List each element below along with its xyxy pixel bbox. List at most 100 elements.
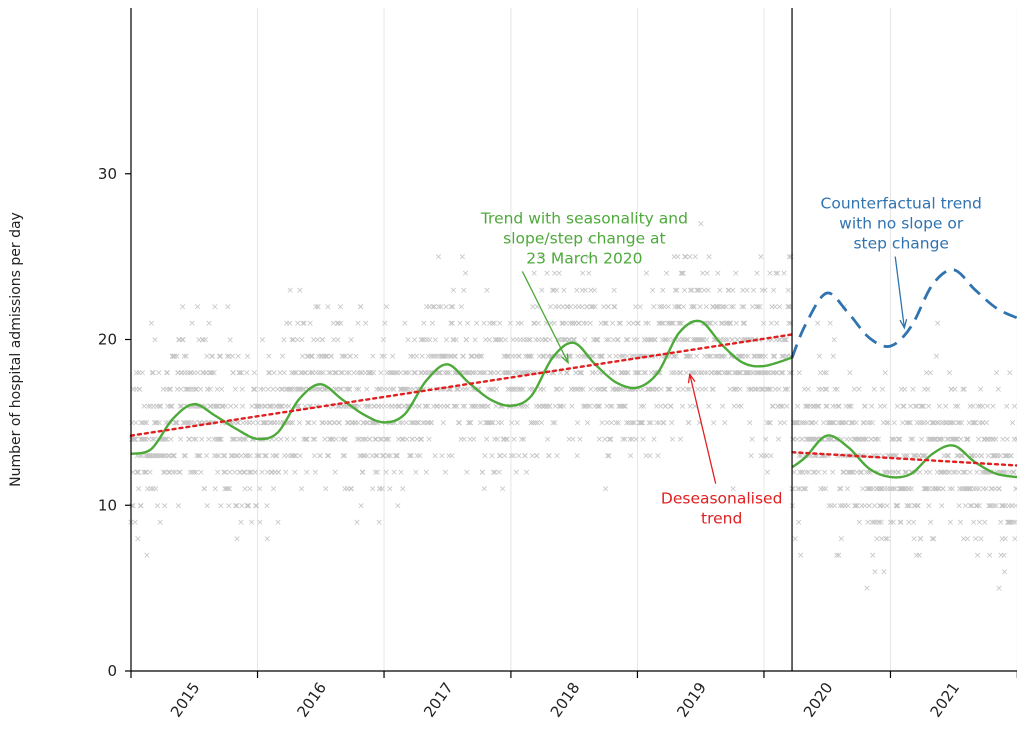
data-point: × bbox=[198, 435, 206, 445]
data-point: × bbox=[995, 385, 1003, 395]
data-point: × bbox=[448, 352, 456, 362]
data-point: × bbox=[625, 319, 633, 329]
data-point: × bbox=[605, 302, 613, 312]
data-point: × bbox=[392, 452, 400, 462]
data-point: × bbox=[649, 352, 657, 362]
data-point: × bbox=[723, 369, 731, 379]
data-point: × bbox=[172, 418, 180, 428]
data-point: × bbox=[832, 402, 840, 412]
data-point: × bbox=[381, 402, 389, 412]
data-point: × bbox=[314, 302, 322, 312]
data-point: × bbox=[812, 418, 820, 428]
data-point: × bbox=[490, 468, 498, 478]
data-point: × bbox=[795, 518, 803, 528]
data-point: × bbox=[679, 269, 687, 279]
data-point: × bbox=[199, 336, 207, 346]
data-point: × bbox=[707, 352, 715, 362]
data-point: × bbox=[284, 418, 292, 428]
data-point: × bbox=[669, 435, 677, 445]
data-point: × bbox=[247, 468, 255, 478]
data-point: × bbox=[180, 452, 188, 462]
data-point: × bbox=[601, 385, 609, 395]
data-point: × bbox=[665, 336, 673, 346]
data-point: × bbox=[388, 402, 396, 412]
data-point: × bbox=[759, 385, 767, 395]
data-point: × bbox=[427, 418, 435, 428]
data-point: × bbox=[366, 435, 374, 445]
data-point: × bbox=[225, 501, 233, 511]
data-point: × bbox=[961, 385, 969, 395]
data-point: × bbox=[880, 568, 888, 578]
data-point: × bbox=[290, 435, 298, 445]
data-point: × bbox=[224, 352, 232, 362]
data-point: × bbox=[701, 286, 709, 296]
data-point: × bbox=[414, 452, 422, 462]
data-point: × bbox=[396, 402, 404, 412]
data-point: × bbox=[743, 286, 751, 296]
data-point: × bbox=[784, 385, 792, 395]
data-point: × bbox=[274, 385, 282, 395]
data-point: × bbox=[498, 402, 506, 412]
data-point: × bbox=[739, 319, 747, 329]
data-point: × bbox=[313, 385, 321, 395]
data-point: × bbox=[651, 336, 659, 346]
data-point: × bbox=[589, 369, 597, 379]
data-point: × bbox=[316, 452, 324, 462]
data-point: × bbox=[993, 369, 1001, 379]
data-point: × bbox=[397, 385, 405, 395]
data-point: × bbox=[304, 352, 312, 362]
data-point: × bbox=[570, 385, 578, 395]
data-point: × bbox=[798, 418, 806, 428]
data-point: × bbox=[382, 435, 390, 445]
data-point: × bbox=[163, 385, 171, 395]
data-point: × bbox=[473, 319, 481, 329]
data-point: × bbox=[655, 319, 663, 329]
data-point: × bbox=[762, 352, 770, 362]
data-point: × bbox=[378, 435, 386, 445]
data-point: × bbox=[667, 402, 675, 412]
data-point: × bbox=[161, 435, 169, 445]
data-point: × bbox=[747, 452, 755, 462]
data-point: × bbox=[322, 352, 330, 362]
data-point: × bbox=[588, 352, 596, 362]
data-point: × bbox=[392, 402, 400, 412]
data-point: × bbox=[333, 385, 341, 395]
data-point: × bbox=[275, 468, 283, 478]
data-point: × bbox=[596, 435, 604, 445]
data-point: × bbox=[793, 435, 801, 445]
data-point: × bbox=[544, 435, 552, 445]
data-point: × bbox=[474, 352, 482, 362]
data-point: × bbox=[820, 418, 828, 428]
data-point: × bbox=[432, 336, 440, 346]
data-point: × bbox=[563, 369, 571, 379]
data-point: × bbox=[152, 485, 160, 495]
data-point: × bbox=[445, 452, 453, 462]
data-point: × bbox=[547, 302, 555, 312]
data-point: × bbox=[767, 319, 775, 329]
data-point: × bbox=[338, 385, 346, 395]
data-point: × bbox=[369, 352, 377, 362]
data-point: × bbox=[459, 402, 467, 412]
data-point: × bbox=[379, 452, 387, 462]
data-point: × bbox=[511, 352, 519, 362]
data-point: × bbox=[748, 435, 756, 445]
data-point: × bbox=[340, 352, 348, 362]
data-point: × bbox=[472, 352, 480, 362]
data-point: × bbox=[1012, 501, 1017, 511]
data-point: × bbox=[715, 352, 723, 362]
data-point: × bbox=[607, 402, 615, 412]
data-point: × bbox=[463, 369, 471, 379]
data-point: × bbox=[471, 385, 479, 395]
data-point: × bbox=[280, 369, 288, 379]
data-point: × bbox=[451, 352, 459, 362]
data-point: × bbox=[324, 452, 332, 462]
data-point: × bbox=[822, 402, 830, 412]
data-point: × bbox=[942, 402, 950, 412]
data-point: × bbox=[794, 418, 802, 428]
data-point: × bbox=[374, 418, 382, 428]
data-point: × bbox=[320, 369, 328, 379]
data-point: × bbox=[511, 385, 519, 395]
data-point: × bbox=[676, 319, 684, 329]
data-point: × bbox=[329, 402, 337, 412]
